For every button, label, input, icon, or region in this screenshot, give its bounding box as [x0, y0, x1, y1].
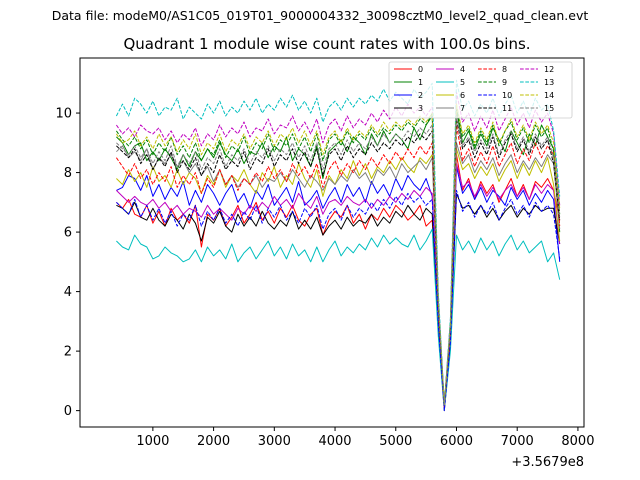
legend-label-9: 9 [502, 78, 507, 87]
series-line-14 [115, 103, 561, 406]
legend-label-0: 0 [418, 65, 423, 74]
legend-label-10: 10 [502, 91, 512, 100]
series-line-9 [115, 106, 561, 406]
legend-label-2: 2 [418, 91, 423, 100]
legend-box [388, 61, 573, 119]
x-tick-label: 8000 [561, 434, 594, 449]
series-line-2 [116, 166, 561, 409]
x-offset-label: +3.5679e8 [511, 455, 584, 470]
x-axis: 1000 2000 3000 4000 5000 6000 7000 8000 [136, 427, 594, 449]
series-line-15 [116, 115, 561, 406]
series-line-10 [116, 189, 561, 412]
legend-label-15: 15 [544, 104, 554, 113]
legend-label-3: 3 [418, 104, 423, 113]
y-tick-label: 8 [64, 166, 72, 181]
figure-suptitle: Data file: modeM0/AS1C05_019T01_90000043… [52, 8, 589, 23]
legend-label-11: 11 [502, 104, 512, 113]
plot-area [80, 58, 584, 427]
series-line-0 [116, 154, 561, 412]
y-tick-label: 0 [64, 404, 72, 419]
x-tick-label: 4000 [318, 434, 351, 449]
x-tick-label: 1000 [136, 434, 169, 449]
x-tick-label: 7000 [501, 434, 534, 449]
series-line-7 [116, 142, 561, 409]
series-line-3 [116, 192, 561, 409]
series-line-11 [116, 118, 561, 406]
legend-label-7: 7 [460, 104, 465, 113]
x-tick-label: 5000 [379, 434, 412, 449]
legend-label-8: 8 [502, 65, 507, 74]
legend-label-1: 1 [418, 78, 423, 87]
series-line-8 [115, 124, 561, 409]
legend-label-4: 4 [460, 65, 465, 74]
plot-frame [79, 57, 585, 428]
x-tick-label: 2000 [197, 434, 230, 449]
legend-label-14: 14 [544, 91, 554, 100]
y-axis: 0 2 4 6 8 10 [55, 107, 80, 419]
legend-label-12: 12 [544, 65, 554, 74]
legend-label-5: 5 [460, 78, 465, 87]
legend-label-6: 6 [460, 91, 465, 100]
series-line-6 [116, 148, 561, 409]
series-line-1 [116, 109, 561, 406]
y-tick-label: 10 [55, 107, 72, 122]
y-tick-label: 4 [64, 285, 72, 300]
x-tick-label: 3000 [258, 434, 291, 449]
series-line-5 [116, 228, 561, 412]
x-tick-label: 6000 [440, 434, 473, 449]
series-line-4 [116, 163, 561, 409]
legend-label-13: 13 [544, 78, 554, 87]
chart-title: Quadrant 1 module wise count rates with … [123, 35, 530, 53]
y-tick-label: 6 [64, 226, 72, 241]
y-tick-label: 2 [64, 345, 72, 360]
